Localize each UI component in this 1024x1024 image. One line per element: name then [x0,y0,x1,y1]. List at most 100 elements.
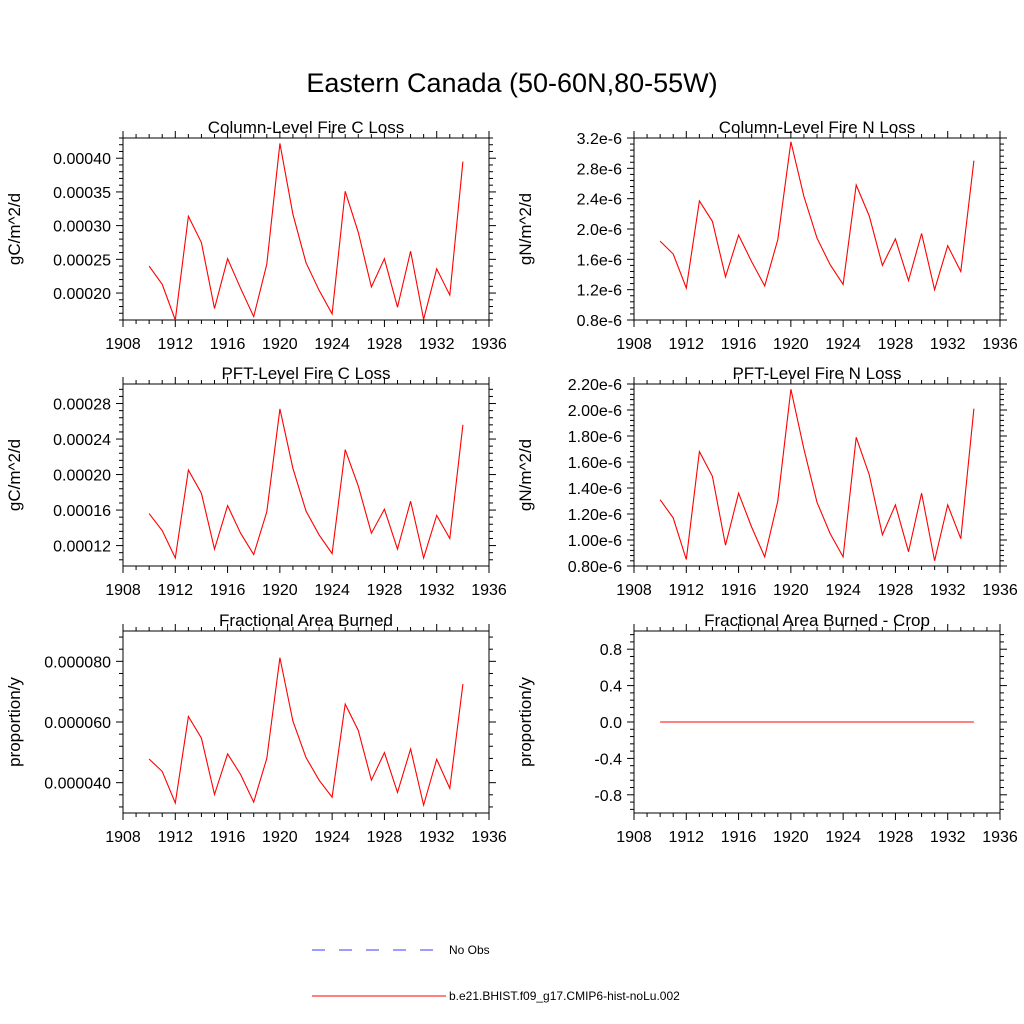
y-tick-label: 0.00025 [53,252,111,269]
x-tick-label: 1936 [982,829,1018,846]
x-tick-label: 1920 [773,582,809,599]
y-tick-label: 0.00020 [53,468,111,485]
x-tick-label: 1912 [668,336,704,353]
x-tick-label: 1912 [668,829,704,846]
x-tick-label: 1932 [419,582,455,599]
x-tick-label: 1912 [157,336,193,353]
y-tick-label: -0.8 [594,788,622,805]
y-tick-label: 0.00030 [53,219,111,236]
y-tick-label: 1.60e-6 [568,455,622,472]
panel-column-level-fire-c-loss: Column-Level Fire C Loss gC/m^2/d 1908 1912… [5,118,507,353]
y-axis-label: gN/m^2/d [516,193,535,265]
y-tick-label: 0.00024 [53,432,111,449]
y-axis-label: proportion/y [516,677,535,767]
series-line-b-e21-bhist-f09-g17-cmip6-hist-nolu-002 [659,389,975,561]
x-tick-label: 1932 [930,582,966,599]
y-tick-label: 0.4 [600,679,622,696]
x-tick-label: 1936 [471,829,507,846]
x-tick-label: 1912 [157,582,193,599]
y-tick-label: 1.00e-6 [568,533,622,550]
y-tick-label: 0.00012 [53,539,111,556]
y-axis-label: proportion/y [5,677,24,767]
x-tick-label: 1936 [982,582,1018,599]
x-tick-label: 1928 [367,336,403,353]
panel-title: Fractional Area Burned [219,611,393,630]
panel-pft-level-fire-c-loss: PFT-Level Fire C Loss gC/m^2/d 1908 1912 191… [5,364,507,599]
panel-title: Fractional Area Burned - Crop [704,611,930,630]
y-tick-label: 0.00016 [53,503,111,520]
x-tick-label: 1928 [878,829,914,846]
series-line-b-e21-bhist-f09-g17-cmip6-hist-nolu-002 [148,408,464,561]
x-tick-label: 1908 [616,582,652,599]
x-tick-label: 1916 [721,582,757,599]
y-tick-label: 2.20e-6 [568,377,622,394]
x-tick-label: 1936 [982,336,1018,353]
panel-title: PFT-Level Fire N Loss [732,364,901,383]
x-tick-label: 1920 [773,336,809,353]
x-tick-label: 1932 [419,829,455,846]
y-tick-label: 2.8e-6 [577,161,622,178]
x-tick-label: 1920 [262,336,298,353]
y-tick-label: 0.000060 [44,715,111,732]
y-tick-label: 0.00028 [53,397,111,414]
y-tick-label: 1.2e-6 [577,283,622,300]
y-axis-label: gC/m^2/d [5,439,24,511]
x-tick-label: 1908 [616,829,652,846]
x-tick-label: 1924 [314,582,350,599]
y-tick-label: 2.00e-6 [568,403,622,420]
legend: No Obs b.e21.BHIST.f09_g17.CMIP6-hist-no… [312,943,680,1003]
x-tick-label: 1920 [262,829,298,846]
y-tick-label: 0.0 [600,715,622,732]
y-tick-label: 0.000080 [44,654,111,671]
x-tick-label: 1936 [471,336,507,353]
x-tick-label: 1928 [878,582,914,599]
panel-column-level-fire-n-loss: Column-Level Fire N Loss gN/m^2/d 1908 1912… [516,118,1018,353]
x-tick-label: 1912 [157,829,193,846]
y-tick-label: 0.000040 [44,776,111,793]
series-line-b-e21-bhist-f09-g17-cmip6-hist-nolu-002 [148,143,464,321]
x-tick-label: 1908 [616,336,652,353]
panel-fractional-area-burned-crop: Fractional Area Burned - Crop proportion/… [516,611,1018,846]
x-tick-label: 1912 [668,582,704,599]
y-tick-label: 0.80e-6 [568,559,622,576]
y-tick-label: 1.20e-6 [568,507,622,524]
x-tick-label: 1932 [419,336,455,353]
x-tick-label: 1924 [314,336,350,353]
legend-obs-label: No Obs [449,943,490,957]
x-tick-label: 1924 [825,582,861,599]
y-tick-label: 2.4e-6 [577,192,622,209]
x-tick-label: 1908 [105,336,141,353]
panel-pft-level-fire-n-loss: PFT-Level Fire N Loss gN/m^2/d 1908 1912 191… [516,364,1018,599]
x-tick-label: 1924 [314,829,350,846]
series-line-b-e21-bhist-f09-g17-cmip6-hist-nolu-002 [148,657,464,808]
x-tick-label: 1916 [210,582,246,599]
y-tick-label: 2.0e-6 [577,222,622,239]
x-tick-label: 1920 [262,582,298,599]
figure-title: Eastern Canada (50-60N,80-55W) [306,68,717,98]
x-tick-label: 1916 [721,829,757,846]
x-tick-label: 1932 [930,829,966,846]
x-tick-label: 1908 [105,829,141,846]
x-tick-label: 1924 [825,336,861,353]
x-tick-label: 1928 [878,336,914,353]
panels: Column-Level Fire C Loss gC/m^2/d 1908 1912… [5,118,1018,846]
x-tick-label: 1916 [721,336,757,353]
legend-model-label: b.e21.BHIST.f09_g17.CMIP6-hist-noLu.002 [449,989,680,1003]
x-tick-label: 1932 [930,336,966,353]
panel-title: PFT-Level Fire C Loss [221,364,390,383]
y-tick-label: 3.2e-6 [577,131,622,148]
y-tick-label: 0.8 [600,642,622,659]
plot-frame [633,137,1001,321]
y-tick-label: 0.00020 [53,286,111,303]
y-tick-label: 1.80e-6 [568,429,622,446]
y-tick-label: 0.00040 [53,151,111,168]
x-tick-label: 1936 [471,582,507,599]
y-tick-label: -0.4 [594,751,622,768]
y-tick-label: 1.40e-6 [568,481,622,498]
x-tick-label: 1916 [210,829,246,846]
x-tick-label: 1924 [825,829,861,846]
y-tick-label: 1.6e-6 [577,252,622,269]
plot-frame [122,137,490,321]
y-tick-label: 0.8e-6 [577,313,622,330]
